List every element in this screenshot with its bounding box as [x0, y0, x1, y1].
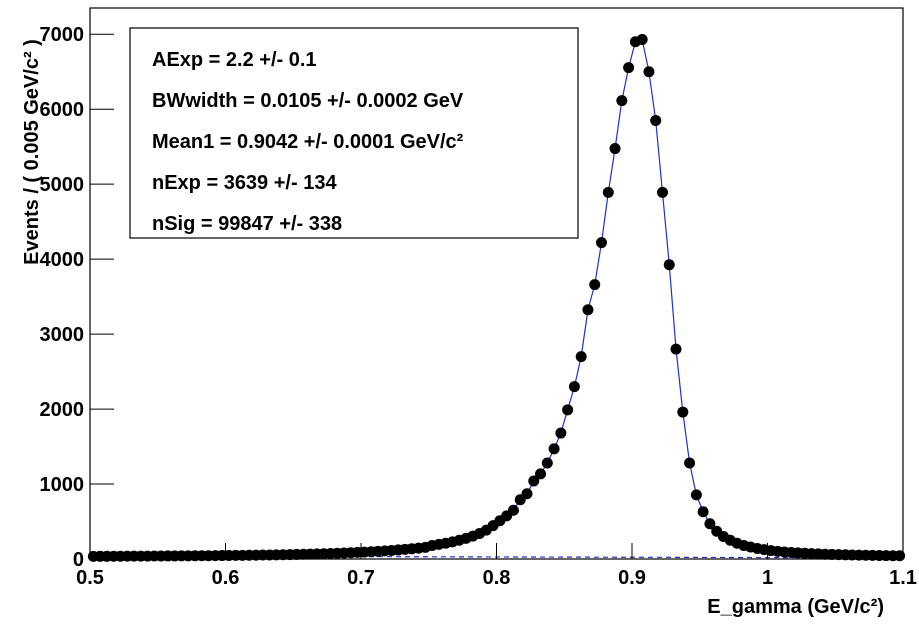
data-point	[670, 343, 682, 355]
stats-line: Mean1 = 0.9042 +/- 0.0001 GeV/c²	[152, 131, 464, 153]
y-tick-label: 0	[73, 549, 84, 571]
data-point	[602, 186, 614, 198]
x-tick-label: 0.7	[347, 567, 375, 589]
data-point	[555, 427, 567, 439]
stats-line: AExp = 2.2 +/- 0.1	[152, 49, 317, 71]
x-tick-label: 1	[762, 567, 773, 589]
data-point	[575, 351, 587, 363]
x-tick-label: 0.8	[483, 567, 511, 589]
stats-line: BWwidth = 0.0105 +/- 0.0002 GeV	[152, 90, 464, 112]
y-tick-label: 2000	[40, 399, 85, 421]
data-point	[684, 457, 696, 469]
x-tick-label: 0.9	[618, 567, 646, 589]
data-point	[697, 506, 709, 518]
data-point	[643, 66, 655, 78]
x-tick-label: 0.5	[76, 567, 104, 589]
data-point	[616, 95, 628, 107]
data-point	[677, 406, 689, 418]
stats-line: nSig = 99847 +/- 338	[152, 213, 342, 235]
stats-line: nExp = 3639 +/- 134	[152, 172, 337, 194]
data-point	[609, 143, 621, 155]
y-axis-label: Events / ( 0.005 GeV/c² )	[21, 39, 43, 265]
y-tick-label: 5000	[40, 174, 85, 196]
data-point	[704, 518, 716, 530]
data-point	[568, 381, 580, 393]
data-point	[535, 468, 547, 480]
data-point	[589, 279, 601, 291]
stats-box	[129, 27, 579, 239]
x-tick-label: 1.1	[889, 567, 917, 589]
data-point	[528, 475, 540, 487]
data-point	[663, 259, 675, 271]
data-point	[894, 550, 906, 562]
y-tick-label: 7000	[40, 24, 85, 46]
plot-area	[87, 33, 906, 562]
x-axis-label: E_gamma (GeV/c²)	[707, 596, 884, 618]
data-point	[507, 504, 519, 516]
data-point	[656, 186, 668, 198]
data-point	[582, 304, 594, 316]
x-tick-label: 0.6	[212, 567, 240, 589]
data-point	[548, 443, 560, 455]
data-point	[623, 62, 635, 74]
data-point	[636, 33, 648, 45]
y-tick-label: 1000	[40, 474, 85, 496]
y-tick-label: 6000	[40, 99, 85, 121]
data-point	[541, 457, 553, 469]
data-point	[596, 237, 608, 249]
y-tick-label: 4000	[40, 249, 85, 271]
data-point	[650, 114, 662, 126]
data-point	[562, 404, 574, 416]
y-tick-label: 3000	[40, 324, 85, 346]
data-point	[690, 489, 702, 501]
data-point	[521, 488, 533, 500]
